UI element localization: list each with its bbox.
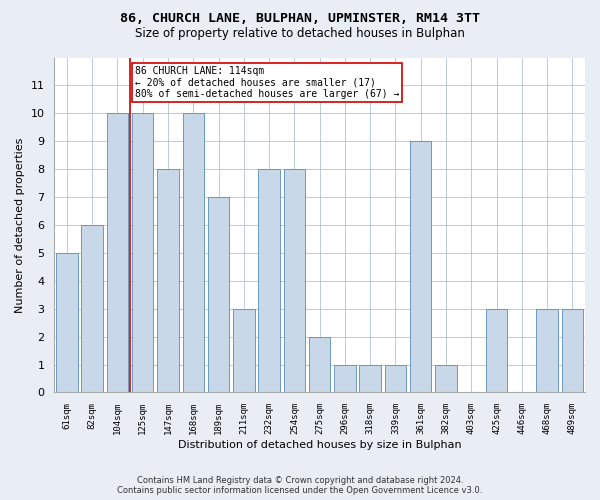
Bar [309,336,331,392]
Bar [536,308,558,392]
Bar [284,169,305,392]
Bar [132,114,154,392]
Bar [385,364,406,392]
X-axis label: Distribution of detached houses by size in Bulphan: Distribution of detached houses by size … [178,440,461,450]
Bar [259,169,280,392]
Text: 86 CHURCH LANE: 114sqm
← 20% of detached houses are smaller (17)
80% of semi-det: 86 CHURCH LANE: 114sqm ← 20% of detached… [135,66,400,99]
Bar [56,253,77,392]
Bar [82,225,103,392]
Bar [157,169,179,392]
Text: Contains HM Land Registry data © Crown copyright and database right 2024.
Contai: Contains HM Land Registry data © Crown c… [118,476,482,495]
Bar [562,308,583,392]
Bar [334,364,356,392]
Bar [208,197,229,392]
Text: Size of property relative to detached houses in Bulphan: Size of property relative to detached ho… [135,28,465,40]
Bar [182,114,204,392]
Text: 86, CHURCH LANE, BULPHAN, UPMINSTER, RM14 3TT: 86, CHURCH LANE, BULPHAN, UPMINSTER, RM1… [120,12,480,26]
Bar [359,364,381,392]
Bar [233,308,254,392]
Bar [486,308,507,392]
Y-axis label: Number of detached properties: Number of detached properties [15,138,25,312]
Bar [410,141,431,393]
Bar [435,364,457,392]
Bar [107,114,128,392]
